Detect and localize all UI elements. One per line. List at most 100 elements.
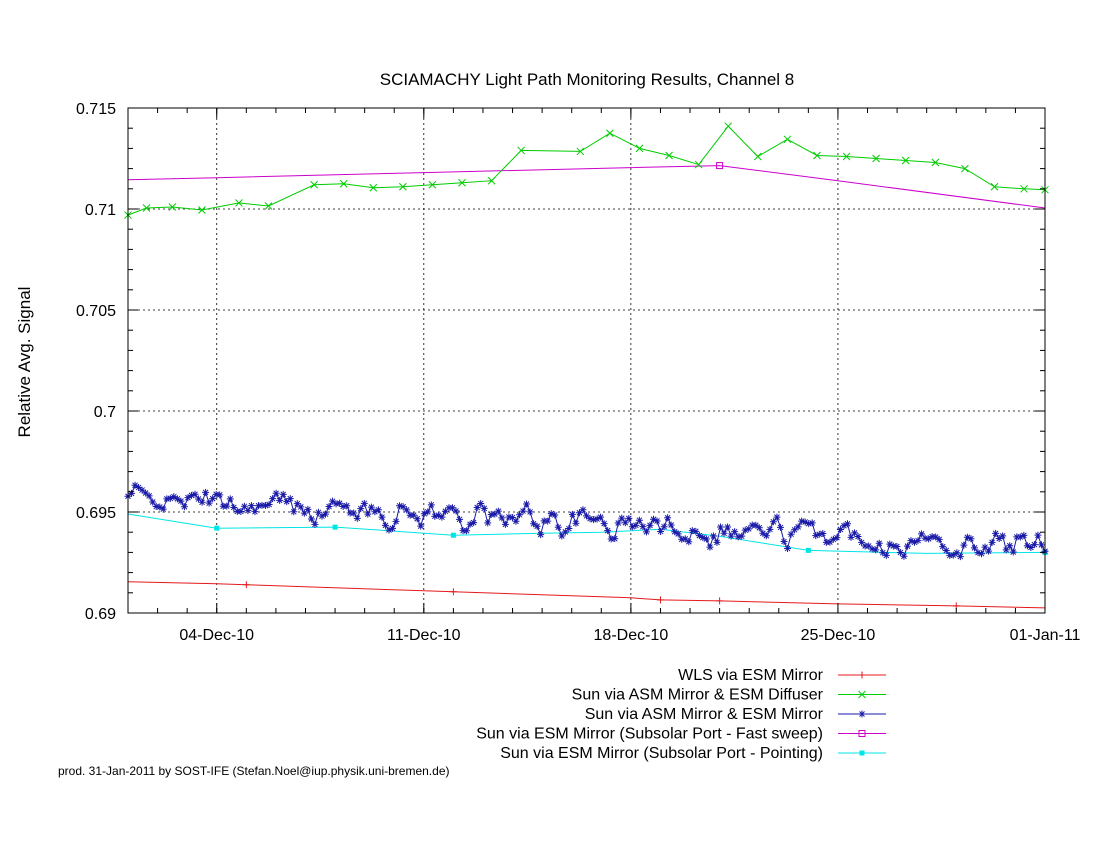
data-point — [921, 534, 929, 542]
data-point — [992, 529, 1000, 537]
data-point — [360, 499, 368, 507]
data-point — [264, 202, 273, 210]
grid-lines — [128, 108, 1045, 613]
data-point — [882, 551, 890, 559]
data-point — [625, 514, 633, 522]
data-point — [142, 489, 150, 497]
data-point — [635, 144, 644, 153]
data-point — [198, 498, 206, 506]
data-point — [575, 509, 583, 517]
data-point — [694, 160, 703, 169]
data-point — [836, 526, 844, 534]
data-point — [664, 514, 672, 522]
data-point — [470, 519, 478, 527]
data-point — [307, 515, 315, 523]
data-point — [931, 158, 940, 167]
data-point — [463, 527, 471, 535]
data-point — [184, 494, 192, 502]
data-point — [1027, 544, 1035, 552]
data-point — [783, 135, 792, 144]
data-point — [780, 538, 788, 546]
data-point — [974, 549, 982, 557]
data-point — [214, 525, 220, 531]
data-point — [745, 525, 753, 533]
data-point — [445, 504, 453, 512]
data-point — [875, 539, 883, 547]
data-point — [530, 520, 538, 528]
data-point — [219, 502, 227, 510]
data-point — [646, 521, 654, 529]
data-point — [508, 514, 516, 522]
data-point — [1020, 184, 1028, 193]
data-point — [709, 532, 717, 540]
legend: WLS via ESM Mirror Sun via ASM Mirror & E… — [476, 667, 886, 762]
data-point — [505, 513, 513, 521]
data-point — [212, 490, 220, 498]
y-tick-label: 0.7 — [94, 404, 116, 421]
data-point — [928, 533, 936, 541]
data-point — [812, 532, 820, 540]
series-2 — [124, 122, 1049, 219]
data-point — [847, 533, 855, 541]
data-point — [953, 549, 961, 557]
data-point — [269, 495, 277, 503]
data-point — [727, 532, 735, 540]
data-point — [254, 502, 262, 510]
data-point — [611, 535, 619, 543]
data-point — [142, 204, 151, 212]
data-point — [290, 508, 298, 516]
data-point — [753, 152, 762, 161]
data-point — [604, 527, 612, 535]
data-point — [223, 502, 231, 510]
data-point — [251, 508, 259, 516]
legend-label: Sun via ESM Mirror (Subsolar Port - Poin… — [500, 745, 823, 762]
data-point — [826, 538, 834, 546]
data-point — [911, 538, 919, 546]
data-point — [441, 507, 449, 515]
data-point — [286, 495, 294, 503]
data-point — [152, 502, 160, 510]
data-point — [276, 496, 284, 504]
data-point — [424, 508, 432, 516]
data-point — [918, 530, 926, 538]
data-point — [427, 501, 435, 509]
data-point — [392, 517, 400, 525]
data-point — [244, 507, 252, 515]
x-tick-label: 25-Dec-10 — [801, 627, 876, 644]
data-point — [706, 543, 714, 551]
data-point — [403, 506, 411, 514]
data-point — [544, 517, 552, 525]
data-point — [843, 520, 851, 528]
data-point — [762, 532, 770, 540]
data-point — [369, 183, 378, 192]
data-point — [819, 529, 827, 537]
data-point — [738, 532, 746, 540]
data-point — [343, 502, 351, 510]
data-point — [293, 500, 301, 508]
data-point — [1006, 542, 1014, 550]
data-point — [452, 507, 460, 515]
data-point — [131, 481, 139, 489]
data-point — [914, 537, 922, 545]
data-point — [903, 542, 911, 550]
data-point — [237, 507, 245, 515]
data-point — [988, 538, 996, 546]
data-point — [614, 519, 622, 527]
data-point — [854, 533, 862, 541]
data-point — [769, 518, 777, 526]
data-point — [893, 543, 901, 551]
data-point — [731, 528, 739, 536]
y-axis-label: Relative Avg. Signal — [15, 287, 34, 438]
y-tick-label: 0.695 — [76, 505, 116, 522]
data-point — [473, 504, 481, 512]
data-point — [1009, 548, 1017, 556]
data-point — [699, 534, 707, 542]
data-point — [606, 129, 614, 138]
data-point — [889, 542, 897, 550]
data-point — [717, 523, 725, 531]
data-point — [678, 535, 686, 543]
data-point — [458, 178, 466, 187]
data-point — [149, 498, 157, 506]
data-point — [583, 512, 590, 520]
